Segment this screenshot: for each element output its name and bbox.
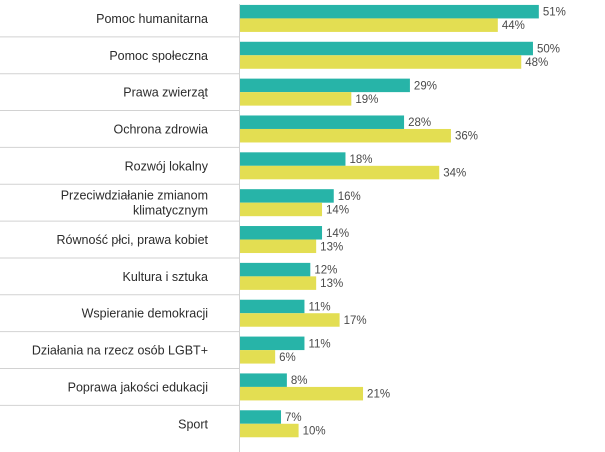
bar-series-1 (240, 262, 311, 277)
bar-series-1 (240, 226, 323, 240)
bar-series-2 (240, 55, 522, 69)
category-label: Poprawa jakości edukacji (68, 380, 208, 394)
bar-series-1 (240, 41, 533, 56)
data-label: 29% (414, 80, 437, 92)
bar-series-1 (240, 152, 346, 166)
data-label: 21% (367, 389, 390, 401)
bar-series-2 (240, 423, 299, 438)
data-label: 17% (344, 315, 367, 327)
bar-series-2 (240, 276, 317, 290)
category-label: Ochrona zdrowia (114, 122, 209, 136)
data-label: 14% (326, 228, 349, 240)
category-label: Pomoc społeczna (109, 49, 208, 63)
bar-series-1 (240, 410, 282, 424)
bar-series-1 (240, 189, 334, 203)
data-label: 48% (525, 57, 548, 69)
bar-series-2 (240, 165, 440, 180)
category-label: Wspieranie demokracji (82, 307, 208, 321)
data-label: 51% (543, 7, 566, 19)
category-label: Działania na rzecz osób LGBT+ (32, 344, 208, 358)
category-label: Rozwój lokalny (125, 159, 209, 173)
data-label: 44% (502, 20, 525, 32)
bar-series-2 (240, 350, 276, 364)
data-label: 11% (308, 338, 330, 350)
bar-series-2 (240, 128, 451, 143)
data-label: 34% (443, 168, 466, 180)
bar-series-2 (240, 239, 317, 254)
bar-series-2 (240, 313, 340, 327)
category-label: klimatycznym (133, 204, 208, 218)
data-label: 12% (314, 265, 337, 277)
bar-series-1 (240, 78, 410, 93)
data-label: 18% (349, 154, 372, 166)
category-label: Kultura i sztuka (123, 270, 209, 284)
data-label: 36% (455, 131, 478, 143)
bar-series-2 (240, 92, 352, 106)
data-label: 16% (338, 191, 361, 203)
bar-series-2 (240, 202, 323, 217)
category-label: Pomoc humanitarna (96, 12, 208, 26)
data-label: 8% (291, 375, 308, 387)
data-label: 19% (355, 94, 378, 106)
bar-series-1 (240, 115, 405, 129)
category-label: Prawa zwierząt (123, 86, 208, 100)
bar-series-1 (240, 299, 305, 314)
data-label: 6% (279, 352, 296, 364)
data-label: 50% (537, 44, 560, 56)
category-label: Przeciwdziałanie zmianom (61, 189, 208, 203)
category-label: Równość płci, prawa kobiet (57, 233, 209, 247)
bar-series-1 (240, 4, 539, 19)
data-label: 13% (320, 241, 343, 253)
bar-series-1 (240, 336, 305, 351)
data-label: 28% (408, 117, 431, 129)
data-label: 7% (285, 412, 302, 424)
data-label: 11% (308, 301, 330, 313)
data-label: 10% (303, 426, 326, 438)
bar-series-2 (240, 18, 498, 32)
data-label: 13% (320, 278, 343, 290)
bar-series-1 (240, 373, 287, 387)
bar-series-2 (240, 386, 364, 401)
category-label: Sport (178, 417, 208, 431)
data-label: 14% (326, 204, 349, 216)
